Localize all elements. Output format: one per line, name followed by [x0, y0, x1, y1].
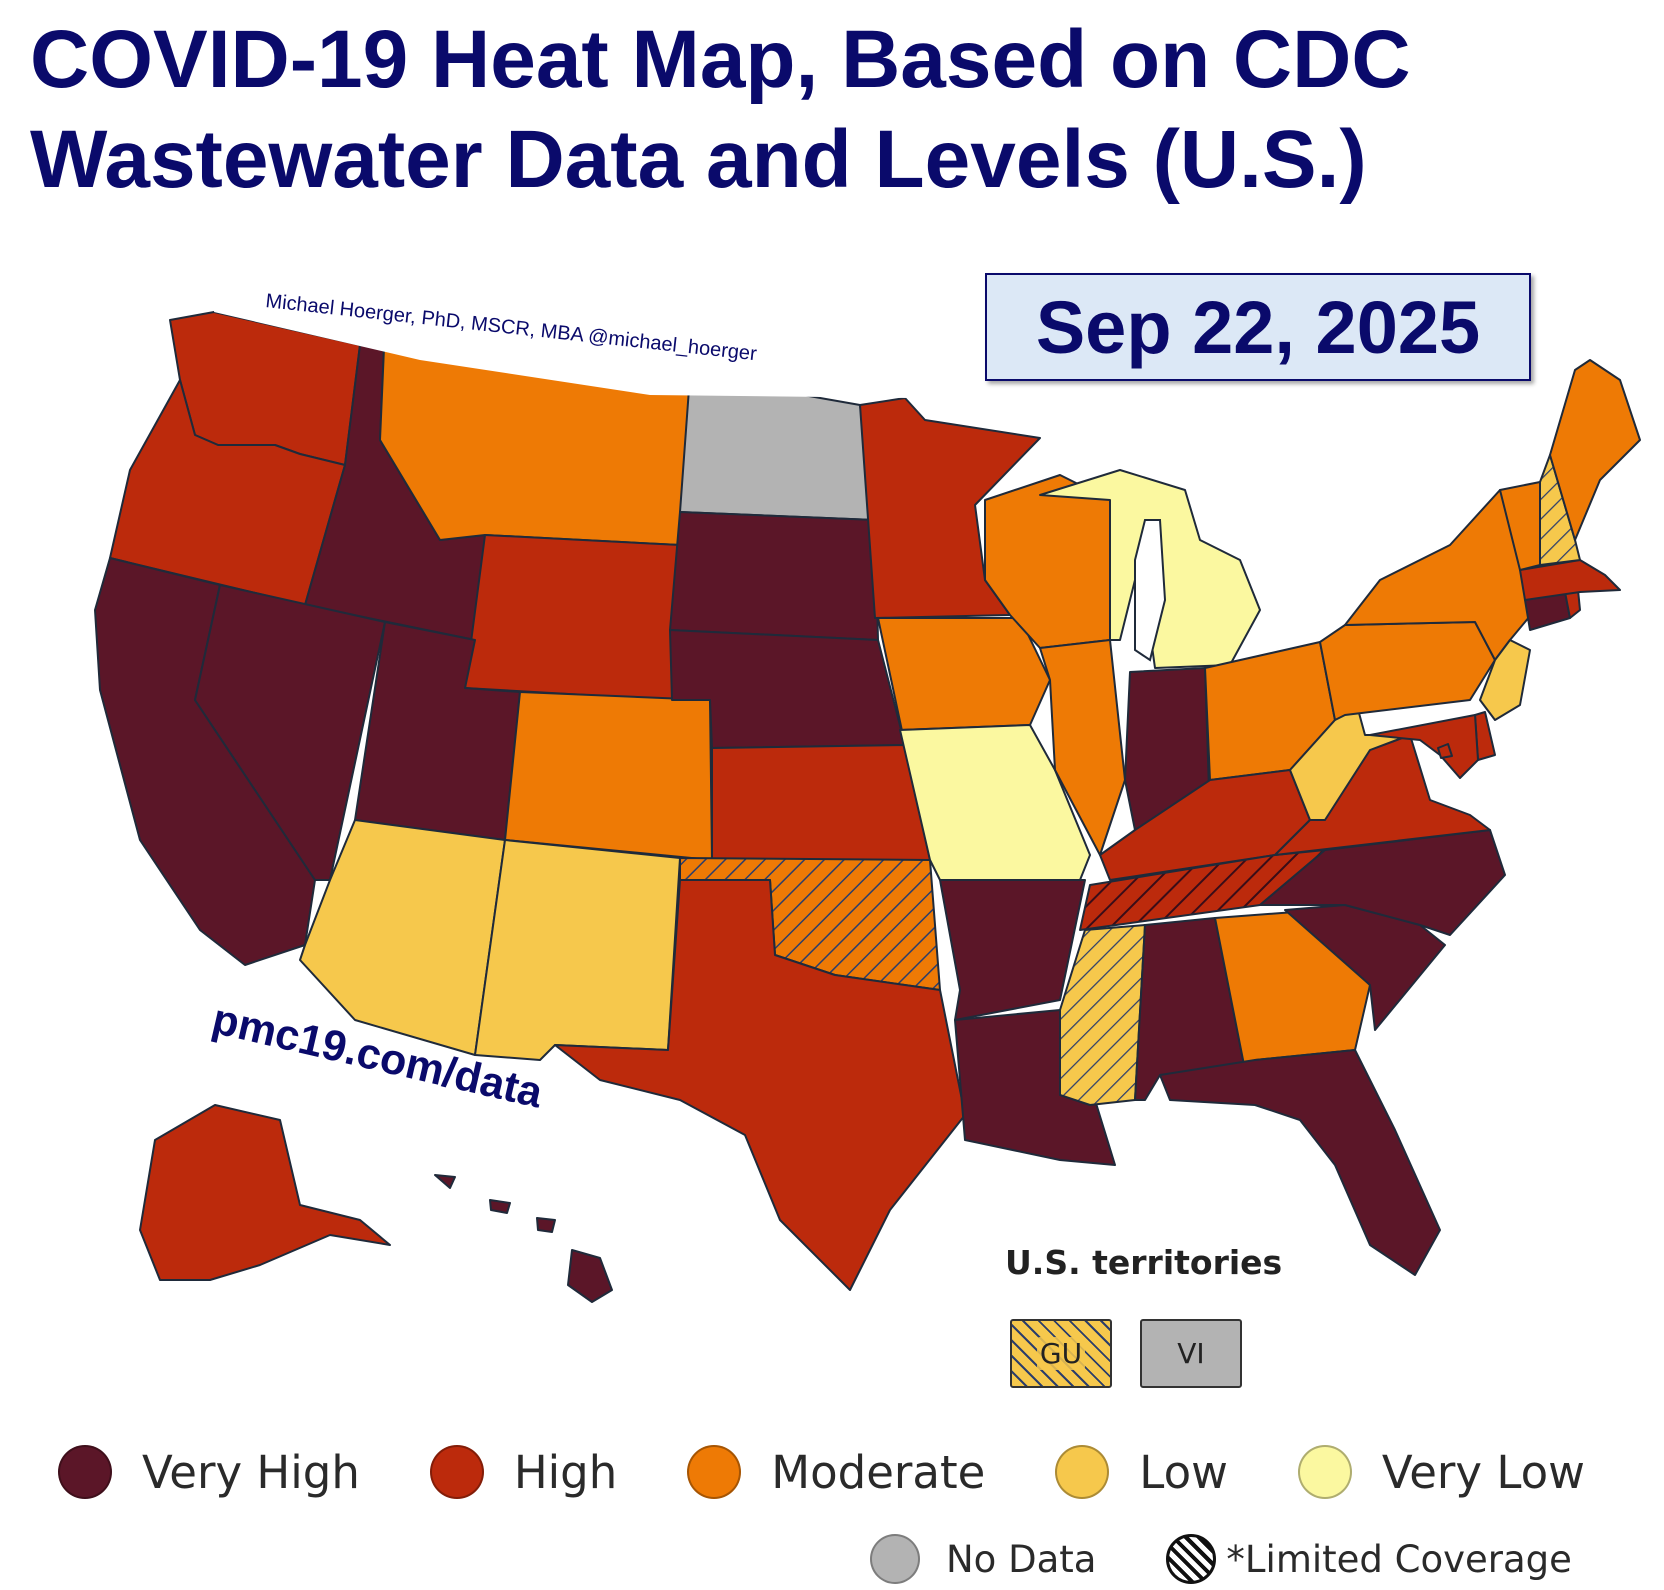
hatch-icon — [1166, 1534, 1217, 1584]
state-MO — [899, 724, 1091, 881]
state-HI — [434, 1174, 613, 1303]
legend-very-high-label: Very High — [142, 1445, 360, 1499]
title-line-2: Wastewater Data and Levels (U.S.) — [30, 114, 1367, 205]
state-NH — [1539, 454, 1581, 566]
state-NJ — [1479, 639, 1531, 721]
legend-moderate: Moderate — [687, 1445, 985, 1499]
state-WY — [464, 534, 681, 701]
state-SD — [669, 511, 879, 641]
legend-levels: Very High High Moderate Low Very Low — [58, 1437, 1585, 1507]
legend-very-low: Very Low — [1297, 1445, 1585, 1499]
legend-very-high-swatch — [58, 1445, 112, 1499]
territories-title: U.S. territories — [1005, 1243, 1283, 1282]
title-line-1: COVID-19 Heat Map, Based on CDC — [30, 14, 1411, 105]
legend-no-data-label: No Data — [946, 1537, 1097, 1581]
legend-limited-label: *Limited Coverage — [1226, 1537, 1572, 1581]
map-title: COVID-19 Heat Map, Based on CDC Wastewat… — [30, 10, 1630, 210]
lake-michigan — [1134, 519, 1167, 662]
state-NM — [474, 839, 681, 1061]
territory-vi-label: VI — [1177, 1337, 1205, 1370]
legend-extra: No Data *Limited Coverage — [870, 1529, 1572, 1589]
state-MS — [1059, 924, 1146, 1106]
state-FL — [1159, 1049, 1441, 1276]
territory-vi: VI — [1140, 1319, 1242, 1388]
state-OR — [109, 379, 346, 606]
state-PA — [1319, 621, 1496, 721]
date-box: Sep 22, 2025 — [985, 273, 1531, 381]
state-AR — [939, 879, 1086, 1021]
legend-no-data: No Data — [870, 1534, 1096, 1584]
territory-gu: GU — [1010, 1319, 1112, 1388]
legend-limited: *Limited Coverage — [1166, 1534, 1572, 1584]
map-date: Sep 22, 2025 — [1035, 285, 1481, 369]
legend-low-label: Low — [1139, 1445, 1228, 1499]
state-ME — [1549, 359, 1641, 541]
state-KS — [711, 744, 931, 861]
territory-gu-label: GU — [1036, 1337, 1086, 1370]
legend-moderate-label: Moderate — [771, 1445, 986, 1499]
state-TX — [554, 879, 966, 1291]
legend-moderate-swatch — [687, 1445, 742, 1499]
legend-low-swatch — [1055, 1445, 1110, 1499]
legend-high: High — [429, 1445, 618, 1499]
legend-high-swatch — [429, 1445, 484, 1499]
legend-high-label: High — [513, 1445, 618, 1499]
credit-banner — [214, 287, 910, 398]
legend-very-low-swatch — [1297, 1445, 1352, 1499]
state-DC — [1437, 743, 1453, 759]
state-NV — [194, 584, 386, 881]
state-CO — [504, 691, 713, 861]
legend-very-low-label: Very Low — [1381, 1445, 1585, 1499]
state-MD — [1369, 714, 1479, 779]
legend-low: Low — [1055, 1445, 1228, 1499]
state-AK — [139, 1104, 391, 1281]
legend-no-data-swatch — [870, 1534, 920, 1584]
legend-very-high: Very High — [58, 1445, 360, 1499]
